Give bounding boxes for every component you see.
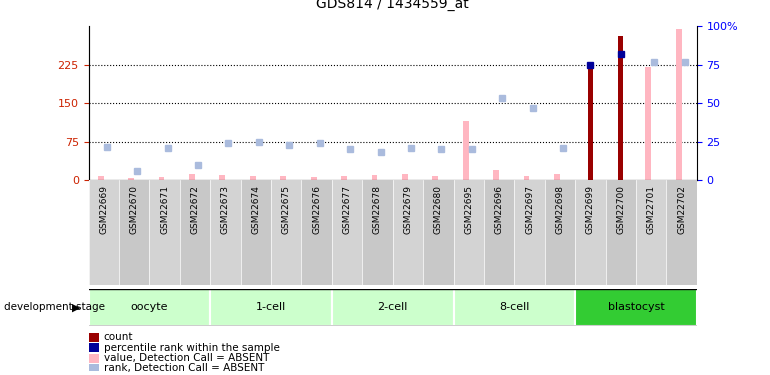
Text: blastocyst: blastocyst xyxy=(608,303,665,312)
Text: GSM22678: GSM22678 xyxy=(373,185,382,234)
Text: percentile rank within the sample: percentile rank within the sample xyxy=(104,343,280,353)
Text: GSM22700: GSM22700 xyxy=(616,185,625,234)
Text: oocyte: oocyte xyxy=(131,303,168,312)
Bar xyxy=(575,289,697,326)
Bar xyxy=(675,29,681,180)
Bar xyxy=(159,177,165,180)
Text: GSM22675: GSM22675 xyxy=(282,185,291,234)
Bar xyxy=(493,170,499,180)
Bar xyxy=(149,180,180,285)
Bar xyxy=(463,121,469,180)
Text: count: count xyxy=(104,332,133,342)
Text: ▶: ▶ xyxy=(72,303,81,312)
Bar xyxy=(219,175,226,180)
Bar xyxy=(249,176,256,180)
Bar xyxy=(402,174,408,180)
Text: GSM22696: GSM22696 xyxy=(494,185,504,234)
Text: GSM22672: GSM22672 xyxy=(190,185,199,234)
Text: GSM22674: GSM22674 xyxy=(251,185,260,234)
Text: GSM22701: GSM22701 xyxy=(647,185,656,234)
Text: GSM22695: GSM22695 xyxy=(464,185,474,234)
Bar xyxy=(210,289,332,326)
Text: GSM22699: GSM22699 xyxy=(586,185,595,234)
Bar xyxy=(332,289,454,326)
Bar xyxy=(89,354,99,363)
Bar xyxy=(605,180,636,285)
Bar xyxy=(332,180,363,285)
Bar xyxy=(363,180,393,285)
Bar xyxy=(618,36,624,180)
Text: rank, Detection Call = ABSENT: rank, Detection Call = ABSENT xyxy=(104,363,264,374)
Text: GSM22676: GSM22676 xyxy=(312,185,321,234)
Bar xyxy=(575,180,605,285)
Text: GSM22697: GSM22697 xyxy=(525,185,534,234)
Bar xyxy=(89,343,99,352)
Bar xyxy=(514,180,545,285)
Bar xyxy=(310,177,316,180)
Bar xyxy=(636,180,667,285)
Bar xyxy=(393,180,424,285)
Bar xyxy=(341,176,347,180)
Bar xyxy=(432,176,438,180)
Bar xyxy=(89,289,210,326)
Bar xyxy=(210,180,240,285)
Text: value, Detection Call = ABSENT: value, Detection Call = ABSENT xyxy=(104,353,270,363)
Text: development stage: development stage xyxy=(4,303,105,312)
Text: 1-cell: 1-cell xyxy=(256,303,286,312)
Bar xyxy=(89,364,99,373)
Text: 8-cell: 8-cell xyxy=(499,303,530,312)
Bar xyxy=(98,176,104,180)
Text: GSM22698: GSM22698 xyxy=(555,185,564,234)
Bar xyxy=(484,180,514,285)
Bar xyxy=(454,180,484,285)
Text: GSM22680: GSM22680 xyxy=(434,185,443,234)
Bar xyxy=(180,180,210,285)
Bar xyxy=(89,333,99,342)
Text: GSM22673: GSM22673 xyxy=(221,185,230,234)
Bar xyxy=(119,180,149,285)
Text: 2-cell: 2-cell xyxy=(377,303,408,312)
Bar xyxy=(554,174,560,180)
Bar xyxy=(424,180,454,285)
Bar xyxy=(667,180,697,285)
Bar xyxy=(588,62,593,180)
Bar xyxy=(280,176,286,180)
Text: GSM22669: GSM22669 xyxy=(99,185,109,234)
Bar xyxy=(302,180,332,285)
Bar xyxy=(241,180,271,285)
Bar xyxy=(645,67,651,180)
Bar xyxy=(189,174,195,180)
Bar xyxy=(524,176,530,180)
Text: GSM22677: GSM22677 xyxy=(343,185,352,234)
Text: GSM22671: GSM22671 xyxy=(160,185,169,234)
Bar xyxy=(454,289,575,326)
Bar xyxy=(128,178,134,180)
Bar xyxy=(271,180,302,285)
Text: GSM22679: GSM22679 xyxy=(403,185,413,234)
Text: GDS814 / 1434559_at: GDS814 / 1434559_at xyxy=(316,0,469,11)
Bar xyxy=(89,180,119,285)
Text: GSM22702: GSM22702 xyxy=(677,185,686,234)
Bar xyxy=(545,180,575,285)
Text: GSM22670: GSM22670 xyxy=(129,185,139,234)
Bar xyxy=(371,175,377,180)
